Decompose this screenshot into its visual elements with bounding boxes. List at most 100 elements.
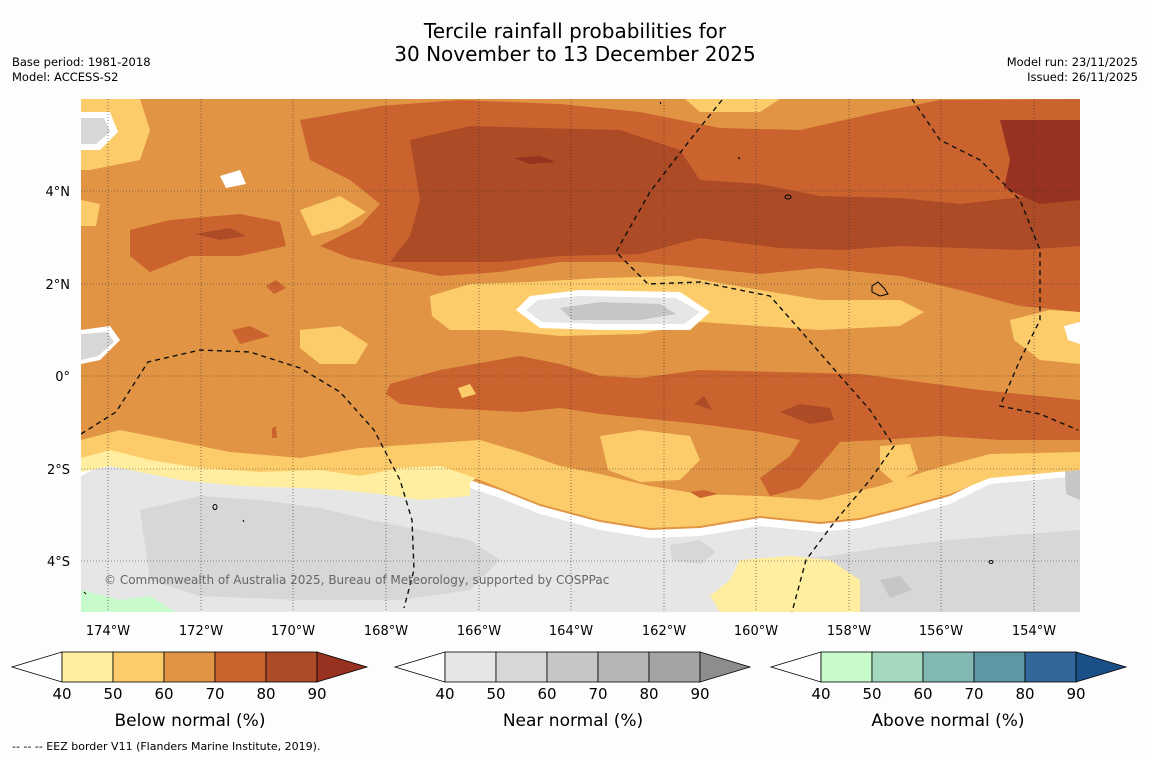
region-below-70-w1 bbox=[232, 326, 270, 344]
eez-footnote: -- -- -- EEZ border V11 (Flanders Marine… bbox=[12, 740, 321, 753]
region-below-40-sw bbox=[81, 445, 470, 500]
colorbar-tick: 80 bbox=[639, 685, 658, 703]
model-name: Model: ACCESS-S2 bbox=[12, 70, 119, 84]
region-below-50-hole bbox=[458, 384, 476, 398]
colorbar-swatch bbox=[265, 651, 318, 683]
colorbar-swatch bbox=[973, 651, 1026, 683]
region-above-40 bbox=[81, 590, 175, 612]
region-below-50-e bbox=[1010, 310, 1080, 364]
lon-label: 160°W bbox=[734, 624, 778, 639]
lat-label: 2°S bbox=[47, 463, 70, 478]
region-near-60-s bbox=[880, 576, 912, 598]
region-below-70-s3 bbox=[690, 490, 718, 498]
colorbar-tick: 70 bbox=[588, 685, 607, 703]
region-near-50-south bbox=[140, 496, 500, 600]
colorbar-under-arrow bbox=[393, 651, 446, 683]
colorbar-under-arrow bbox=[769, 651, 822, 683]
halo-islet bbox=[220, 170, 246, 188]
lon-label: 166°W bbox=[457, 624, 501, 639]
region-below-50-sband bbox=[81, 430, 1080, 528]
lon-label: 170°W bbox=[271, 624, 315, 639]
colorbar-tick: 40 bbox=[811, 685, 830, 703]
region-below-50-w bbox=[300, 326, 368, 364]
colorbar-swatch bbox=[922, 651, 975, 683]
region-near-60-eq bbox=[560, 302, 676, 320]
colorbar-swatch bbox=[648, 651, 701, 683]
colorbar-over-arrow bbox=[316, 651, 369, 683]
lat-label: 0° bbox=[55, 370, 70, 385]
lat-labels: 4°N 2°N 0° 2°S 4°S bbox=[46, 185, 71, 570]
lat-label: 4°S bbox=[47, 555, 70, 570]
colorbar-tick: 80 bbox=[256, 685, 275, 703]
region-below-50-c2 bbox=[880, 444, 918, 484]
colorbar-tick: 60 bbox=[537, 685, 556, 703]
region-below-90-n bbox=[514, 156, 556, 164]
region-below-40-s bbox=[710, 556, 860, 612]
region-below-50-nw bbox=[300, 196, 366, 236]
colorbar-swatch bbox=[163, 651, 216, 683]
region-below-70-s bbox=[386, 356, 1080, 496]
base-period: Base period: 1981-2018 bbox=[12, 55, 151, 69]
colorbar-swatch bbox=[495, 651, 548, 683]
colorbar-swatch bbox=[871, 651, 924, 683]
colorbar-under-arrow bbox=[10, 651, 63, 683]
region-below-80-s2 bbox=[694, 396, 712, 410]
issued-date: Issued: 26/11/2025 bbox=[1027, 70, 1138, 84]
lon-label: 174°W bbox=[86, 624, 130, 639]
islands bbox=[83, 101, 994, 595]
lon-label: 156°W bbox=[919, 624, 963, 639]
halo-e bbox=[1064, 322, 1080, 344]
meta-right: Model run: 23/11/2025 Issued: 26/11/2025 bbox=[1007, 55, 1138, 85]
region-below-80-s1 bbox=[780, 404, 834, 424]
lon-labels: 174°W 172°W 170°W 168°W 166°W 164°W 162°… bbox=[86, 624, 1056, 639]
meta-left: Base period: 1981-2018 Model: ACCESS-S2 bbox=[12, 55, 151, 85]
region-near-50-c bbox=[670, 540, 716, 564]
colorbar-tick: 60 bbox=[913, 685, 932, 703]
region-below-50-w2 bbox=[81, 200, 100, 226]
colorbar-over-arrow bbox=[1075, 651, 1128, 683]
lon-label: 162°W bbox=[642, 624, 686, 639]
colorbar-over-arrow bbox=[699, 651, 752, 683]
colorbar-near: 40 50 60 70 80 90 Near normal (%) bbox=[393, 651, 752, 731]
colorbar-tick: 70 bbox=[964, 685, 983, 703]
title-line-2: 30 November to 13 December 2025 bbox=[394, 42, 756, 66]
lon-label: 172°W bbox=[179, 624, 223, 639]
colorbar-below: 40 50 60 70 80 90 Below normal (%) bbox=[10, 651, 369, 731]
colorbar-swatch bbox=[820, 651, 873, 683]
lon-label: 164°W bbox=[549, 624, 593, 639]
colorbar-tick: 40 bbox=[52, 685, 71, 703]
colorbar-tick: 40 bbox=[435, 685, 454, 703]
title-line-1: Tercile rainfall probabilities for bbox=[423, 19, 727, 43]
lon-label: 158°W bbox=[827, 624, 871, 639]
colorbar-title: Near normal (%) bbox=[503, 711, 643, 731]
colorbar-title: Above normal (%) bbox=[871, 711, 1024, 731]
colorbar-swatch bbox=[597, 651, 650, 683]
lon-label: 154°W bbox=[1012, 624, 1056, 639]
colorbar-swatch bbox=[112, 651, 165, 683]
chart-title: Tercile rainfall probabilities for 30 No… bbox=[0, 20, 1150, 66]
colorbar-tick: 50 bbox=[486, 685, 505, 703]
region-below-90-ne bbox=[1000, 120, 1080, 204]
colorbar-title: Below normal (%) bbox=[115, 711, 266, 731]
lat-label: 4°N bbox=[46, 185, 71, 200]
colorbar-tick: 60 bbox=[154, 685, 173, 703]
colorbar-above: 40 50 60 70 80 90 Above normal (%) bbox=[769, 651, 1128, 731]
model-run: Model run: 23/11/2025 bbox=[1006, 55, 1138, 69]
colorbar-swatch bbox=[1024, 651, 1077, 683]
colorbar-tick: 70 bbox=[205, 685, 224, 703]
colorbar-tick: 90 bbox=[690, 685, 709, 703]
colorbar-tick: 50 bbox=[103, 685, 122, 703]
lat-label: 2°N bbox=[46, 278, 71, 293]
colorbar-swatch bbox=[444, 651, 497, 683]
region-near-50-nw bbox=[81, 118, 110, 144]
region-below-80-north bbox=[390, 126, 1080, 262]
colorbar-tick: 50 bbox=[862, 685, 881, 703]
colorbar-tick: 80 bbox=[1015, 685, 1034, 703]
colorbar-tick: 90 bbox=[307, 685, 326, 703]
eez-borders bbox=[81, 99, 1079, 612]
colorbar-tick: 90 bbox=[1066, 685, 1085, 703]
lon-label: 168°W bbox=[364, 624, 408, 639]
region-below-70-w2 bbox=[266, 280, 286, 294]
colorbar-swatch bbox=[61, 651, 114, 683]
